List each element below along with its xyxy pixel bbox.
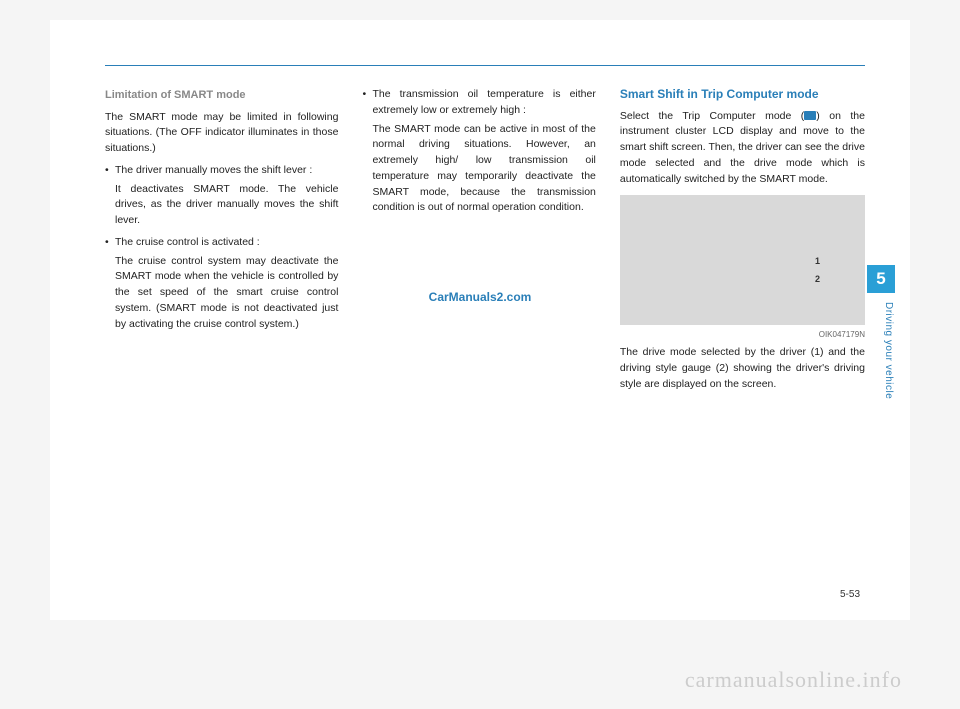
col1-bullet-2: The cruise control is activated :: [105, 235, 338, 251]
col2-bullet-1-body: The SMART mode can be active in most of …: [362, 122, 595, 217]
column-2: The transmission oil temperature is eith…: [362, 87, 595, 399]
trip-computer-icon: [804, 111, 816, 120]
chapter-side-label: Driving your vehicle: [868, 302, 894, 442]
col1-p1: The SMART mode may be limited in followi…: [105, 110, 338, 157]
col3-p1: Select the Trip Computer mode () on the …: [620, 109, 865, 188]
content-columns: Limitation of SMART mode The SMART mode …: [105, 87, 865, 399]
trip-computer-figure: 1 2: [620, 195, 865, 325]
chapter-tab: 5: [867, 265, 895, 293]
top-rule: [105, 65, 865, 66]
column-3: Smart Shift in Trip Computer mode Select…: [620, 87, 865, 399]
col3-p2: The drive mode selected by the driver (1…: [620, 345, 865, 392]
col3-p1a: Select the Trip Computer mode (: [620, 110, 804, 122]
manual-page: Limitation of SMART mode The SMART mode …: [50, 20, 910, 620]
col2-bullet-1: The transmission oil temperature is eith…: [362, 87, 595, 119]
col1-bullet-2-body: The cruise control system may deactivate…: [105, 254, 338, 333]
figure-code: OIK047179N: [620, 329, 865, 341]
figure-callout-2: 2: [815, 273, 820, 287]
center-watermark: CarManuals2.com: [429, 290, 532, 304]
page-number: 5-53: [840, 589, 860, 600]
figure-callout-1: 1: [815, 255, 820, 269]
col1-bullet-1-body: It deactivates SMART mode. The vehicle d…: [105, 182, 338, 229]
footer-watermark: carmanualsonline.info: [685, 667, 902, 693]
column-1: Limitation of SMART mode The SMART mode …: [105, 87, 338, 399]
col1-heading: Limitation of SMART mode: [105, 87, 338, 104]
col1-bullet-1: The driver manually moves the shift leve…: [105, 163, 338, 179]
col3-heading: Smart Shift in Trip Computer mode: [620, 87, 865, 103]
